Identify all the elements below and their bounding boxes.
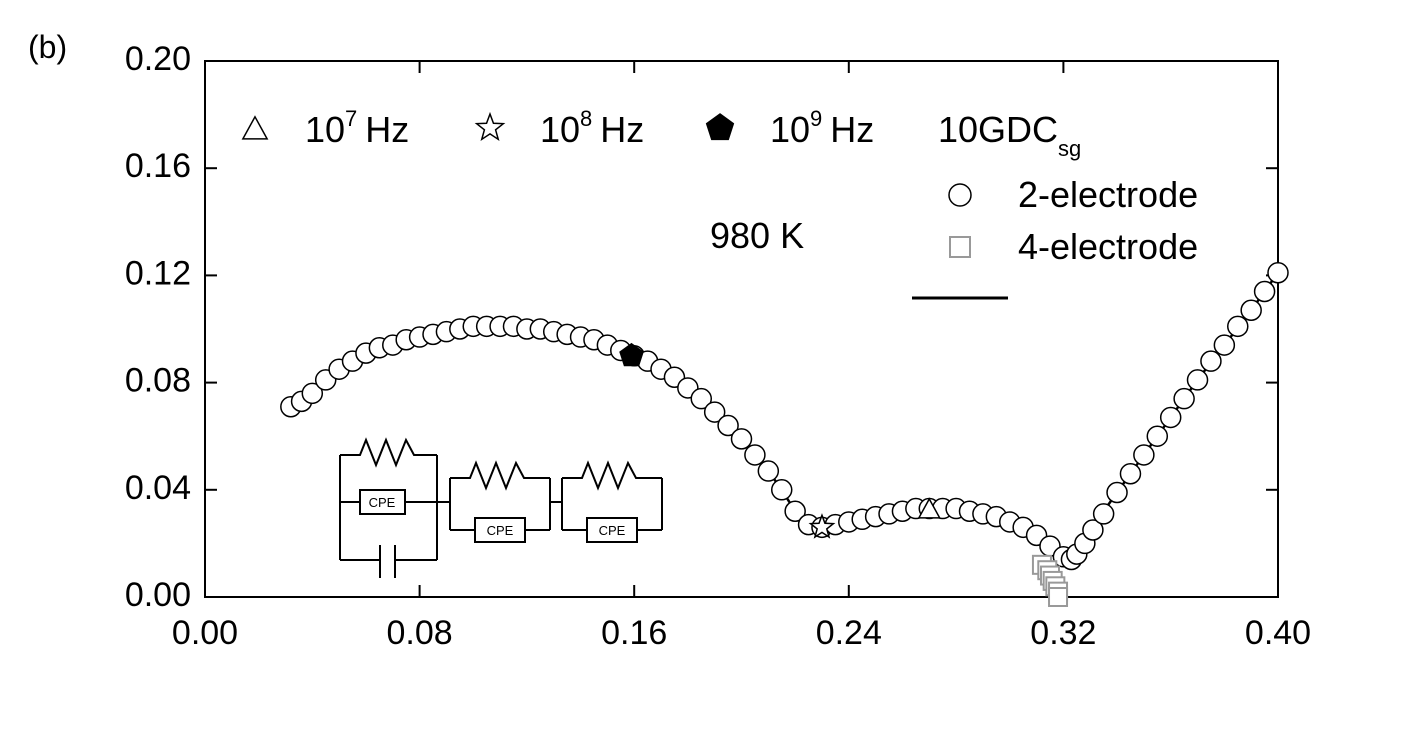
marker-circle xyxy=(690,387,713,410)
marker-triangle xyxy=(241,115,269,140)
legend-title: 10GDCsg xyxy=(938,109,1081,161)
marker-circle xyxy=(1240,299,1262,321)
legend-title-subscript: sg xyxy=(1058,136,1081,161)
marker-circle xyxy=(1253,280,1276,303)
marker-square xyxy=(949,236,971,258)
marker-circle xyxy=(757,460,780,482)
y-tick-label: 0.12 xyxy=(125,254,191,292)
legend-label: 2-electrode xyxy=(1018,174,1198,215)
marker-circle xyxy=(1092,503,1115,525)
marker-pentagon xyxy=(705,113,735,141)
circuit-inset: CPE CPE CPE xyxy=(339,437,663,578)
frequency-unit: Hz xyxy=(600,109,644,150)
frequency-unit: Hz xyxy=(830,109,874,150)
marker-circle xyxy=(1227,315,1249,338)
frequency-exp: 9 xyxy=(810,106,822,131)
marker-circle xyxy=(784,500,806,522)
legend-label: 4-electrode xyxy=(1018,226,1198,267)
y-tick-label: 0.16 xyxy=(125,147,191,185)
x-tick-label: 0.00 xyxy=(172,614,238,652)
y-tick-label: 0.20 xyxy=(125,40,191,78)
marker-circle xyxy=(770,479,793,501)
marker-square xyxy=(1048,587,1069,607)
marker-circle xyxy=(1186,369,1209,391)
frequency-base: 10 xyxy=(305,109,345,150)
annotation: 980 K xyxy=(710,215,804,256)
marker-star xyxy=(808,513,836,539)
marker-circle xyxy=(1146,425,1169,447)
marker-circle xyxy=(1133,444,1155,466)
marker-circle xyxy=(1106,481,1128,504)
marker-circle xyxy=(1213,334,1236,356)
frequency-label: 108 Hz xyxy=(540,106,644,150)
marker-circle xyxy=(1200,350,1222,372)
x-tick-label: 0.32 xyxy=(1030,614,1096,652)
marker-circle xyxy=(1159,406,1182,429)
y-tick-label: 0.04 xyxy=(125,469,191,507)
circuit-label: CPE xyxy=(487,523,514,538)
marker-circle xyxy=(1119,462,1142,485)
frequency-label: 109 Hz xyxy=(770,106,874,150)
y-tick-label: 0.08 xyxy=(125,362,191,400)
legend-title-main: 10GDC xyxy=(938,109,1058,150)
circuit-label: CPE xyxy=(599,523,626,538)
frequency-unit: Hz xyxy=(365,109,409,150)
marker-circle xyxy=(1082,519,1104,541)
x-tick-label: 0.24 xyxy=(816,614,882,652)
marker-circle xyxy=(744,444,766,466)
marker-circle xyxy=(301,382,324,405)
marker-circle xyxy=(717,414,739,437)
x-tick-label: 0.08 xyxy=(387,614,453,652)
marker-circle xyxy=(703,401,726,423)
marker-circle xyxy=(948,183,972,207)
frequency-base: 10 xyxy=(770,109,810,150)
frequency-label: 107 Hz xyxy=(305,106,409,150)
plot-frame xyxy=(204,60,1279,598)
x-tick-label: 0.40 xyxy=(1245,614,1311,652)
frequency-exp: 8 xyxy=(580,106,592,131)
frequency-base: 10 xyxy=(540,109,580,150)
marker-star xyxy=(474,111,506,142)
x-tick-label: 0.16 xyxy=(601,614,667,652)
panel-label: (b) xyxy=(28,29,67,65)
marker-circle xyxy=(1173,387,1195,410)
marker-circle xyxy=(730,428,753,450)
marker-pentagon xyxy=(619,342,644,367)
plot-area xyxy=(280,261,1289,607)
marker-circle xyxy=(1267,261,1289,284)
frequency-exp: 7 xyxy=(345,106,357,131)
circuit-label: CPE xyxy=(369,495,396,510)
y-tick-label: 0.00 xyxy=(125,576,191,614)
marker-triangle xyxy=(917,497,941,519)
